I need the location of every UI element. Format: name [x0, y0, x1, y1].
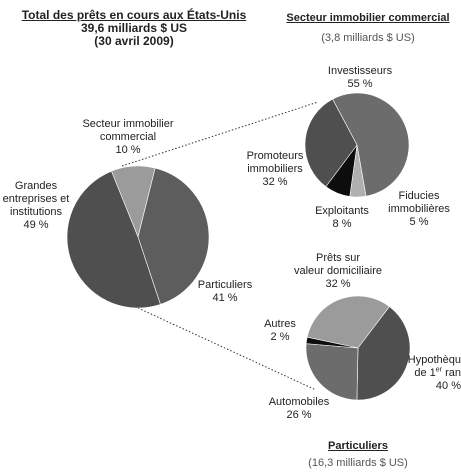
commercial-label-promoteurs-value: 32 %: [262, 176, 288, 188]
personal-label-hypotheque-line2a: de 1: [414, 367, 436, 379]
personal-chart-title: Particuliers: [328, 440, 388, 452]
main-label-commercial-value: 10 %: [115, 144, 141, 156]
personal-label-hypotheque: Hypothèqu de 1er ran 40 %: [406, 354, 461, 393]
personal-label-automobiles-line1: Automobiles: [268, 396, 330, 408]
commercial-label-promoteurs-line2: immobiliers: [247, 163, 303, 175]
personal-label-hypotheque-line2: de 1er ran: [406, 366, 461, 380]
commercial-chart-amount: (3,8 milliards $ US): [321, 32, 415, 44]
personal-label-automobiles-value: 26 %: [286, 409, 312, 421]
commercial-label-exploitants-line1: Exploitants: [315, 205, 369, 217]
main-label-particuliers: Particuliers 41 %: [186, 279, 264, 305]
personal-pie-slice-1: [356, 306, 411, 401]
connector-line-particuliers: [137, 307, 317, 391]
main-label-particuliers-value: 41 %: [212, 292, 238, 304]
personal-label-autres-line1: Autres: [264, 318, 296, 330]
personal-label-prets: Prêts sur valeur domiciliaire 32 %: [283, 252, 393, 291]
personal-label-automobiles: Automobiles 26 %: [262, 396, 336, 422]
main-chart-title: Total des prêts en cours aux États-Unis: [21, 8, 247, 22]
personal-label-prets-line2: valeur domiciliaire: [293, 265, 383, 277]
main-label-grandes-value: 49 %: [23, 219, 49, 231]
main-pie-slice-2: [66, 170, 161, 309]
commercial-pie-slice-3: [304, 98, 358, 188]
main-label-grandes-line3: institutions: [10, 206, 62, 218]
main-label-commercial-line2: commercial: [99, 131, 157, 143]
commercial-label-exploitants-value: 8 %: [332, 218, 352, 230]
personal-pie-slice-3: [305, 336, 359, 349]
main-label-grandes: Grandes entreprises et institutions 49 %: [0, 180, 72, 232]
commercial-label-investisseurs-value: 55 %: [347, 78, 373, 90]
connector-line-commercial: [121, 101, 319, 167]
personal-label-prets-line1: Prêts sur: [315, 252, 360, 264]
commercial-label-exploitants: Exploitants 8 %: [312, 205, 372, 231]
personal-label-autres: Autres 2 %: [256, 318, 304, 344]
personal-pie-slice-2: [305, 343, 359, 401]
commercial-label-promoteurs: Promoteurs immobiliers 32 %: [240, 150, 310, 189]
commercial-label-fiducies-value: 5 %: [409, 216, 429, 228]
personal-label-hypotheque-sup: er: [435, 366, 443, 374]
main-label-commercial: Secteur immobilier commercial 10 %: [68, 118, 188, 157]
commercial-label-promoteurs-line1: Promoteurs: [246, 150, 304, 162]
main-chart-date: (30 avril 2009): [94, 34, 174, 48]
personal-pie-slice-0: [306, 295, 390, 349]
main-label-particuliers-line1: Particuliers: [197, 279, 253, 291]
commercial-chart-title: Secteur immobilier commercial: [286, 12, 450, 24]
commercial-label-investisseurs-line1: Investisseurs: [327, 65, 393, 77]
personal-chart-amount: (16,3 milliards $ US): [308, 457, 408, 469]
main-label-grandes-line2: entreprises et: [2, 193, 70, 205]
main-label-commercial-line1: Secteur immobilier: [82, 118, 174, 130]
personal-label-hypotheque-value: 40 %: [435, 380, 461, 392]
commercial-label-fiducies-line2: immobilières: [388, 203, 450, 215]
commercial-pie-slice-0: [332, 92, 410, 197]
main-chart-amount: 39,6 milliards $ US: [80, 21, 188, 35]
commercial-label-investisseurs: Investisseurs 55 %: [320, 65, 400, 91]
commercial-label-fiducies-line1: Fiducies: [398, 190, 440, 202]
personal-label-autres-value: 2 %: [270, 331, 290, 343]
main-pie-slice-1: [137, 167, 210, 305]
commercial-label-fiducies: Fiducies immobilières 5 %: [382, 190, 456, 229]
personal-label-hypotheque-line2b: ran: [442, 367, 461, 379]
main-label-grandes-line1: Grandes: [14, 180, 58, 192]
personal-label-hypotheque-line1: Hypothèqu: [407, 354, 461, 366]
personal-label-prets-value: 32 %: [325, 278, 351, 290]
